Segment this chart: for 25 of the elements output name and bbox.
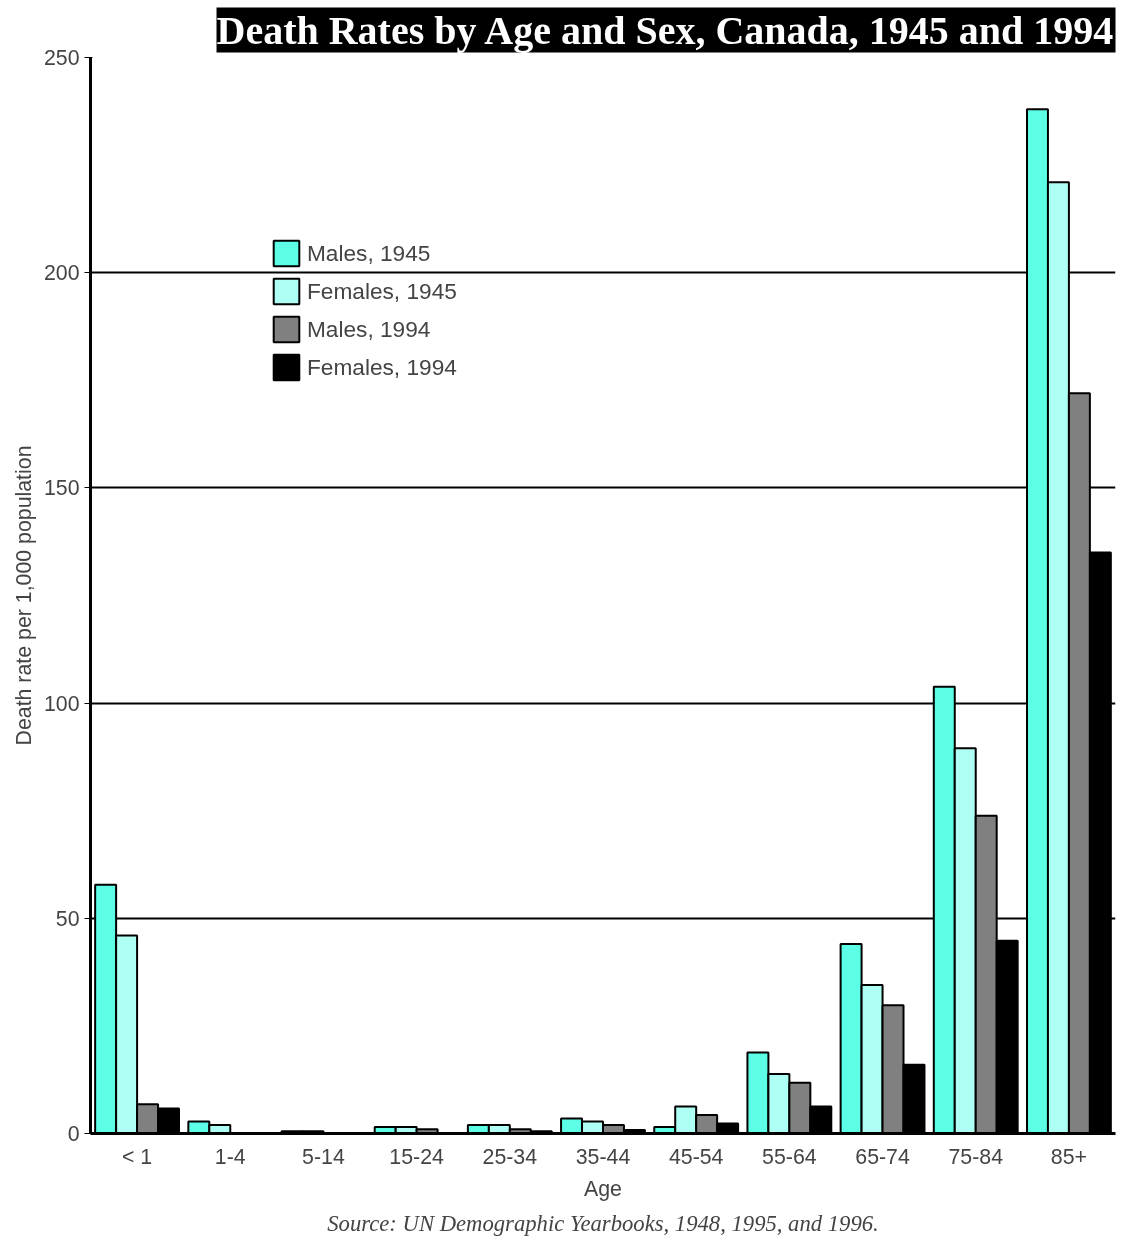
y-tick-label: 150 [43, 476, 80, 501]
x-tick-label: 65-74 [855, 1144, 910, 1169]
legend-label: Males, 1994 [307, 315, 431, 343]
source-note: Source: UN Demographic Yearbooks, 1948, 1995, and 1996. [327, 1210, 879, 1236]
y-tick-label: 50 [55, 906, 80, 931]
x-tick-label: < 1 [121, 1144, 153, 1169]
x-tick-label: 5-14 [302, 1144, 345, 1169]
y-tick-label: 250 [43, 46, 80, 70]
legend-label: Males, 1945 [307, 239, 431, 267]
x-axis-title: Age [584, 1176, 622, 1201]
x-tick-label: 15-24 [389, 1144, 445, 1169]
x-tick-label: 1-4 [214, 1144, 246, 1169]
y-axis-title: Death rate per 1,000 population [11, 445, 36, 746]
x-tick-label: 25-34 [482, 1144, 538, 1169]
y-tick-label: 0 [67, 1122, 80, 1146]
y-tick-label: 200 [43, 261, 80, 286]
legend-label: Females, 1994 [307, 353, 457, 381]
x-tick-label: 75-84 [948, 1144, 1004, 1169]
x-tick-label: 55-64 [762, 1144, 817, 1169]
x-tick-label: 45-54 [668, 1144, 724, 1169]
legend-label: Females, 1945 [307, 277, 457, 305]
chart-title: Death Rates by Age and Sex, Canada, 1945 and 1994 [216, 7, 1114, 53]
x-tick-label: 35-44 [575, 1144, 631, 1169]
x-tick-label: 85+ [1050, 1144, 1088, 1169]
y-tick-label: 100 [43, 691, 80, 716]
